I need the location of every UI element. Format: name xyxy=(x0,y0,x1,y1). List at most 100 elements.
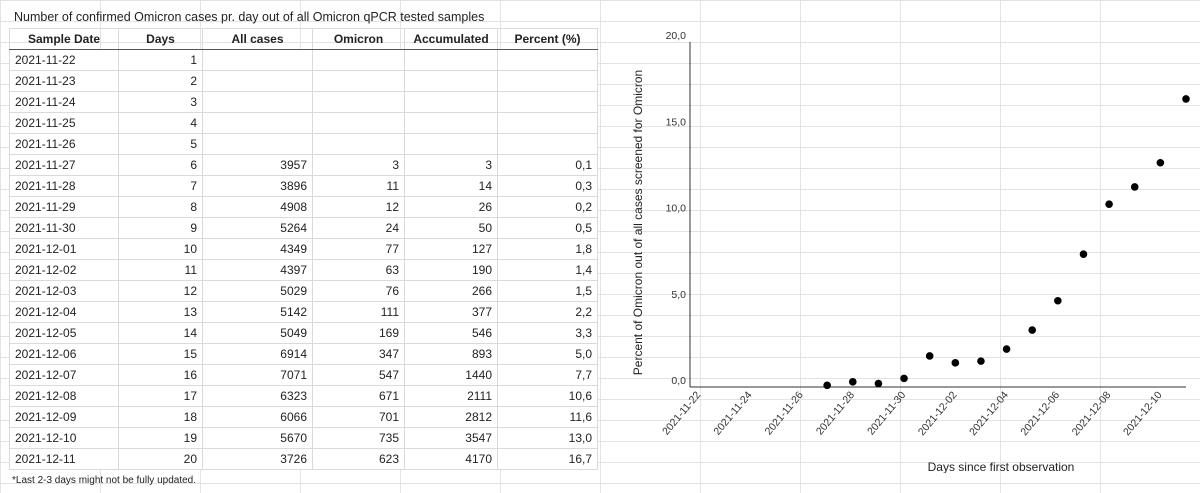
cell-percent[interactable]: 0,5 xyxy=(497,217,598,239)
cell-all-cases[interactable]: 3896 xyxy=(202,175,313,197)
cell-accumulated[interactable] xyxy=(404,112,498,134)
cell-omicron[interactable]: 24 xyxy=(312,217,405,239)
cell-accumulated[interactable]: 4170 xyxy=(404,448,498,470)
cell-sample-date[interactable]: 2021-11-23 xyxy=(9,70,119,92)
cell-accumulated[interactable]: 266 xyxy=(404,280,498,302)
cell-percent[interactable]: 3,3 xyxy=(497,322,598,344)
header-percent[interactable]: Percent (%) xyxy=(497,28,598,50)
cell-omicron[interactable]: 169 xyxy=(312,322,405,344)
cell-omicron[interactable] xyxy=(312,70,405,92)
cell-days[interactable]: 9 xyxy=(118,217,203,239)
cell-omicron[interactable]: 76 xyxy=(312,280,405,302)
cell-accumulated[interactable]: 50 xyxy=(404,217,498,239)
cell-omicron[interactable] xyxy=(312,112,405,134)
cell-sample-date[interactable]: 2021-11-27 xyxy=(9,154,119,176)
cell-days[interactable]: 7 xyxy=(118,175,203,197)
cell-sample-date[interactable]: 2021-12-04 xyxy=(9,301,119,323)
cell-days[interactable]: 11 xyxy=(118,259,203,281)
cell-all-cases[interactable]: 6323 xyxy=(202,385,313,407)
cell-accumulated[interactable]: 377 xyxy=(404,301,498,323)
cell-days[interactable]: 1 xyxy=(118,49,203,71)
cell-sample-date[interactable]: 2021-12-10 xyxy=(9,427,119,449)
cell-omicron[interactable]: 111 xyxy=(312,301,405,323)
cell-all-cases[interactable]: 5049 xyxy=(202,322,313,344)
cell-omicron[interactable] xyxy=(312,133,405,155)
cell-days[interactable]: 2 xyxy=(118,70,203,92)
cell-sample-date[interactable]: 2021-12-05 xyxy=(9,322,119,344)
cell-omicron[interactable] xyxy=(312,91,405,113)
cell-percent[interactable]: 0,3 xyxy=(497,175,598,197)
cell-percent[interactable]: 2,2 xyxy=(497,301,598,323)
cell-days[interactable]: 5 xyxy=(118,133,203,155)
cell-all-cases[interactable]: 4349 xyxy=(202,238,313,260)
cell-all-cases[interactable]: 4908 xyxy=(202,196,313,218)
cell-sample-date[interactable]: 2021-11-22 xyxy=(9,49,119,71)
cell-all-cases[interactable] xyxy=(202,49,313,71)
cell-percent[interactable]: 1,4 xyxy=(497,259,598,281)
cell-accumulated[interactable]: 1440 xyxy=(404,364,498,386)
header-days[interactable]: Days xyxy=(118,28,203,50)
cell-omicron[interactable]: 63 xyxy=(312,259,405,281)
cell-accumulated[interactable]: 2111 xyxy=(404,385,498,407)
cell-percent[interactable] xyxy=(497,112,598,134)
cell-sample-date[interactable]: 2021-11-29 xyxy=(9,196,119,218)
cell-all-cases[interactable] xyxy=(202,91,313,113)
cell-days[interactable]: 20 xyxy=(118,448,203,470)
cell-days[interactable]: 10 xyxy=(118,238,203,260)
cell-percent[interactable] xyxy=(497,49,598,71)
cell-sample-date[interactable]: 2021-12-09 xyxy=(9,406,119,428)
cell-sample-date[interactable]: 2021-12-03 xyxy=(9,280,119,302)
cell-days[interactable]: 13 xyxy=(118,301,203,323)
cell-omicron[interactable]: 671 xyxy=(312,385,405,407)
header-omicron[interactable]: Omicron xyxy=(312,28,405,50)
cell-percent[interactable]: 13,0 xyxy=(497,427,598,449)
cell-sample-date[interactable]: 2021-12-06 xyxy=(9,343,119,365)
cell-sample-date[interactable]: 2021-12-07 xyxy=(9,364,119,386)
cell-days[interactable]: 19 xyxy=(118,427,203,449)
cell-all-cases[interactable]: 4397 xyxy=(202,259,313,281)
header-all-cases[interactable]: All cases xyxy=(202,28,313,50)
cell-accumulated[interactable]: 190 xyxy=(404,259,498,281)
cell-omicron[interactable]: 77 xyxy=(312,238,405,260)
cell-days[interactable]: 16 xyxy=(118,364,203,386)
cell-accumulated[interactable]: 127 xyxy=(404,238,498,260)
cell-accumulated[interactable]: 3 xyxy=(404,154,498,176)
cell-percent[interactable] xyxy=(497,91,598,113)
cell-days[interactable]: 4 xyxy=(118,112,203,134)
cell-all-cases[interactable]: 5029 xyxy=(202,280,313,302)
cell-all-cases[interactable] xyxy=(202,70,313,92)
cell-sample-date[interactable]: 2021-11-24 xyxy=(9,91,119,113)
cell-omicron[interactable]: 3 xyxy=(312,154,405,176)
cell-omicron[interactable]: 11 xyxy=(312,175,405,197)
cell-omicron[interactable]: 623 xyxy=(312,448,405,470)
cell-omicron[interactable] xyxy=(312,49,405,71)
cell-accumulated[interactable] xyxy=(404,133,498,155)
cell-accumulated[interactable]: 26 xyxy=(404,196,498,218)
cell-days[interactable]: 12 xyxy=(118,280,203,302)
cell-all-cases[interactable] xyxy=(202,133,313,155)
cell-omicron[interactable]: 547 xyxy=(312,364,405,386)
cell-days[interactable]: 17 xyxy=(118,385,203,407)
cell-accumulated[interactable]: 546 xyxy=(404,322,498,344)
cell-omicron[interactable]: 735 xyxy=(312,427,405,449)
cell-percent[interactable]: 10,6 xyxy=(497,385,598,407)
cell-omicron[interactable]: 347 xyxy=(312,343,405,365)
cell-all-cases[interactable]: 5264 xyxy=(202,217,313,239)
cell-days[interactable]: 8 xyxy=(118,196,203,218)
cell-percent[interactable]: 0,1 xyxy=(497,154,598,176)
cell-percent[interactable]: 1,8 xyxy=(497,238,598,260)
cell-accumulated[interactable] xyxy=(404,49,498,71)
cell-days[interactable]: 14 xyxy=(118,322,203,344)
cell-all-cases[interactable]: 3726 xyxy=(202,448,313,470)
cell-percent[interactable]: 0,2 xyxy=(497,196,598,218)
cell-accumulated[interactable] xyxy=(404,91,498,113)
cell-days[interactable]: 18 xyxy=(118,406,203,428)
cell-sample-date[interactable]: 2021-11-26 xyxy=(9,133,119,155)
cell-sample-date[interactable]: 2021-12-01 xyxy=(9,238,119,260)
cell-all-cases[interactable]: 5670 xyxy=(202,427,313,449)
cell-percent[interactable] xyxy=(497,133,598,155)
header-accumulated[interactable]: Accumulated xyxy=(404,28,498,50)
cell-days[interactable]: 6 xyxy=(118,154,203,176)
cell-sample-date[interactable]: 2021-11-25 xyxy=(9,112,119,134)
cell-all-cases[interactable]: 3957 xyxy=(202,154,313,176)
